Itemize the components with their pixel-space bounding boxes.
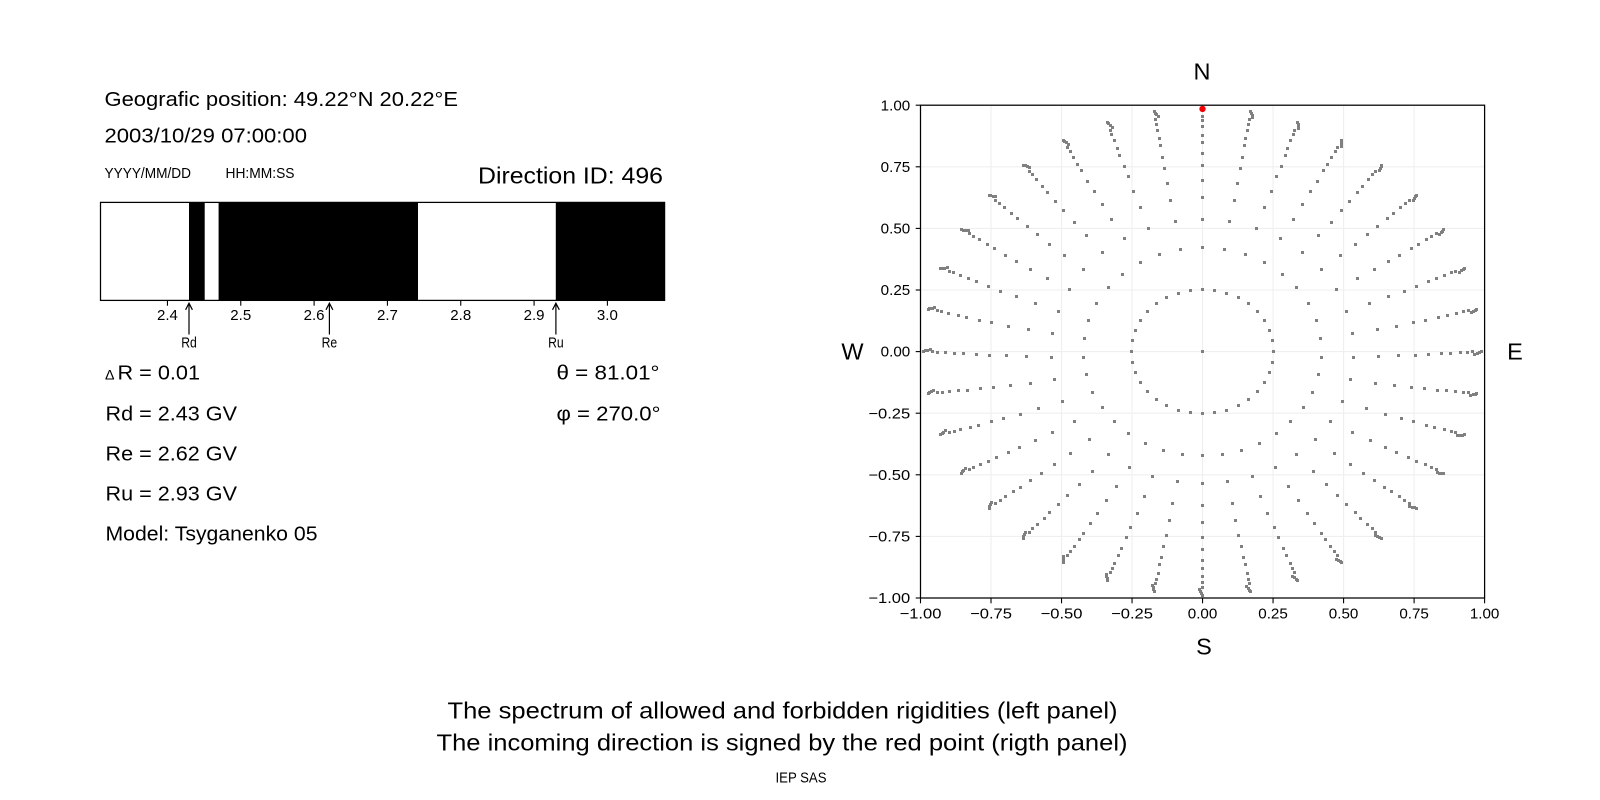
- svg-text:2.4: 2.4: [157, 308, 178, 324]
- svg-text:Rd = 2.43 GV: Rd = 2.43 GV: [106, 402, 238, 425]
- svg-text:−0.75: −0.75: [868, 530, 910, 546]
- svg-text:−1.00: −1.00: [868, 591, 910, 607]
- svg-text:2.8: 2.8: [450, 308, 471, 324]
- svg-text:Ru: Ru: [548, 336, 564, 352]
- svg-text:−0.75: −0.75: [970, 606, 1012, 622]
- svg-text:The spectrum of allowed and fo: The spectrum of allowed and forbidden ri…: [448, 698, 1118, 724]
- svg-text:Re: Re: [322, 336, 338, 352]
- svg-text:Geografic position: 49.22°N 20: Geografic position: 49.22°N 20.22°E: [105, 88, 458, 111]
- svg-text:0.00: 0.00: [1188, 606, 1218, 622]
- svg-text:−0.25: −0.25: [868, 406, 910, 422]
- svg-text:Rd: Rd: [181, 336, 197, 352]
- svg-text:N: N: [1194, 58, 1211, 84]
- svg-text:3.0: 3.0: [597, 308, 618, 324]
- svg-text:0.50: 0.50: [1329, 606, 1359, 622]
- svg-text:The incoming direction is sign: The incoming direction is signed by the …: [437, 730, 1128, 756]
- svg-text:Direction ID: 496: Direction ID: 496: [478, 163, 663, 189]
- svg-text:1.00: 1.00: [1470, 606, 1500, 622]
- svg-text:E: E: [1507, 339, 1523, 365]
- svg-text:2.7: 2.7: [377, 308, 398, 324]
- svg-text:Model: Tsyganenko 05: Model: Tsyganenko 05: [106, 523, 318, 546]
- svg-text:R = 0.01: R = 0.01: [118, 362, 201, 385]
- svg-text:−1.00: −1.00: [900, 606, 942, 622]
- svg-text:0.75: 0.75: [881, 160, 911, 176]
- svg-text:0.50: 0.50: [881, 222, 911, 238]
- svg-text:0.25: 0.25: [881, 283, 911, 299]
- svg-text:YYYY/MM/DD: YYYY/MM/DD: [105, 166, 192, 182]
- svg-text:2.5: 2.5: [230, 308, 251, 324]
- svg-text:S: S: [1196, 634, 1212, 660]
- svg-text:−0.50: −0.50: [1041, 606, 1083, 622]
- svg-text:W: W: [841, 339, 864, 365]
- svg-text:φ = 270.0°: φ = 270.0°: [557, 402, 661, 425]
- svg-text:Re = 2.62 GV: Re = 2.62 GV: [106, 442, 238, 465]
- svg-text:−0.50: −0.50: [868, 468, 910, 484]
- svg-text:2.9: 2.9: [524, 308, 545, 324]
- svg-text:Ru = 2.93 GV: Ru = 2.93 GV: [106, 482, 238, 505]
- svg-text:1.00: 1.00: [881, 98, 911, 114]
- svg-text:0.25: 0.25: [1258, 606, 1288, 622]
- svg-text:2.6: 2.6: [304, 308, 325, 324]
- svg-text:2003/10/29 07:00:00: 2003/10/29 07:00:00: [105, 125, 308, 148]
- svg-text:Δ: Δ: [105, 368, 115, 384]
- svg-text:0.00: 0.00: [881, 345, 911, 361]
- svg-text:−0.25: −0.25: [1111, 606, 1153, 622]
- svg-text:IEP SAS: IEP SAS: [776, 771, 827, 787]
- svg-text:θ = 81.01°: θ = 81.01°: [557, 362, 660, 385]
- svg-text:0.75: 0.75: [1399, 606, 1429, 622]
- svg-text:HH:MM:SS: HH:MM:SS: [226, 166, 295, 182]
